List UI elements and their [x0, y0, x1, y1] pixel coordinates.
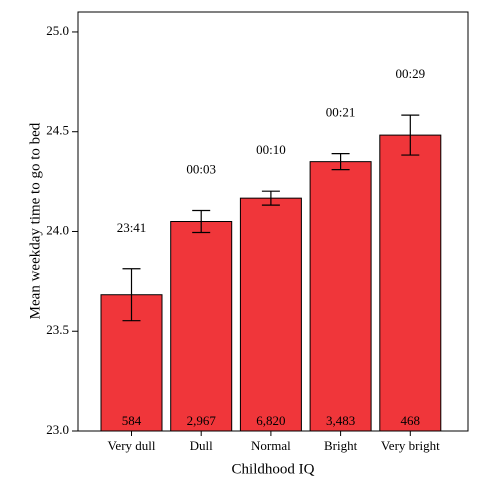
- count-label: 468: [401, 413, 421, 428]
- bar: [170, 221, 233, 432]
- error-bar: [331, 153, 350, 171]
- bar: [309, 161, 372, 432]
- y-axis-title: Mean weekday time to go to bed: [27, 122, 43, 319]
- count-label: 6,820: [256, 413, 285, 428]
- value-label: 00:29: [395, 66, 425, 81]
- value-label: 00:21: [326, 105, 356, 120]
- count-label: 3,483: [326, 413, 355, 428]
- bar: [379, 134, 442, 432]
- value-label: 00:10: [256, 142, 286, 157]
- value-label: 23:41: [117, 220, 147, 235]
- x-tick-label: Dull: [190, 438, 214, 453]
- error-bar: [401, 114, 420, 156]
- x-tick-label: Very dull: [107, 438, 155, 453]
- y-tick-label: 23.5: [46, 322, 69, 337]
- y-tick-label: 23.0: [46, 422, 69, 437]
- y-tick-label: 24.5: [46, 123, 69, 138]
- x-axis-title: Childhood IQ: [232, 461, 315, 477]
- y-tick-label: 25.0: [46, 23, 69, 38]
- count-label: 584: [122, 413, 142, 428]
- error-bar: [192, 209, 211, 234]
- error-bar: [122, 268, 141, 322]
- value-label: 00:03: [186, 162, 216, 177]
- error-bar: [261, 190, 280, 206]
- bar: [239, 197, 302, 432]
- count-label: 2,967: [187, 413, 217, 428]
- x-tick-label: Bright: [324, 438, 358, 453]
- x-tick-label: Very bright: [381, 438, 440, 453]
- y-tick-label: 24.0: [46, 222, 69, 237]
- x-tick-label: Normal: [251, 438, 291, 453]
